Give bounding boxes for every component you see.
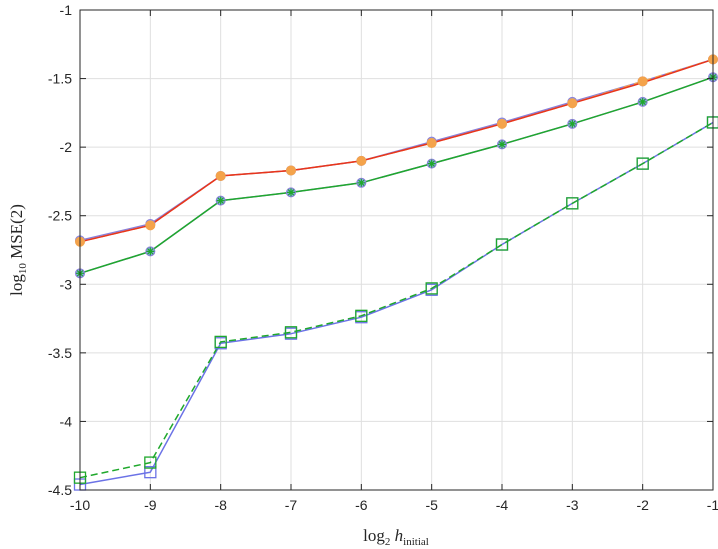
data-point-circle	[426, 138, 437, 149]
y-tick-label: -4.5	[48, 482, 72, 498]
x-tick-label: -3	[566, 497, 579, 513]
data-point-circle	[286, 165, 296, 176]
y-axis-label: log10 MSE(2)	[7, 204, 29, 296]
x-tick-label: -2	[636, 497, 649, 513]
y-tick-label: -1.5	[48, 71, 72, 87]
plot-frame	[79, 9, 714, 491]
series-group	[79, 58, 714, 486]
data-point-star	[638, 97, 647, 106]
x-tick-label: -1	[707, 497, 718, 513]
data-point-star	[216, 196, 225, 205]
y-tick-label: -3.5	[48, 345, 72, 361]
data-point-square	[284, 326, 298, 339]
plot-background	[80, 10, 713, 490]
data-point-star	[427, 159, 436, 168]
series-line-6	[79, 121, 714, 486]
x-axis-label: log2 hinitial	[363, 526, 429, 548]
x-axis-label-sub1: 2	[385, 536, 391, 548]
data-point-square	[566, 197, 579, 210]
data-point-square	[495, 238, 509, 251]
data-point-star	[146, 247, 155, 256]
markers-group	[73, 54, 718, 491]
data-point-square	[636, 157, 649, 170]
y-ticks: -4.5 -4 -3.5 -3 -2.5 -2 -1.5 -1	[48, 2, 713, 498]
data-point-circle	[145, 220, 156, 231]
y-tick-label: -1	[60, 2, 73, 18]
x-axis-label-base: log	[363, 526, 385, 545]
y-tick-label: -3	[60, 276, 73, 292]
data-point-circle	[215, 170, 226, 181]
x-tick-label: -8	[214, 497, 227, 513]
x-tick-label: -5	[425, 497, 438, 513]
y-tick-label: -4	[60, 413, 73, 429]
data-point-circle	[356, 155, 367, 166]
data-point-star	[568, 119, 577, 128]
data-point-square	[355, 309, 368, 322]
data-point-star	[287, 188, 295, 197]
x-tick-label: -4	[496, 497, 509, 513]
series-line-5	[79, 76, 714, 275]
data-point-star	[357, 178, 366, 187]
data-point-star	[498, 140, 506, 149]
y-tick-label: -2	[60, 139, 73, 155]
data-point-circle	[567, 98, 578, 109]
y-axis-label-base: log	[7, 274, 26, 296]
x-tick-label: -6	[355, 497, 368, 513]
data-point-square	[144, 456, 157, 469]
x-tick-label: -10	[70, 497, 90, 513]
data-point-square	[425, 282, 438, 295]
x-axis-label-mid: h	[390, 526, 403, 545]
data-point-square	[144, 466, 157, 479]
y-axis-label-sub1: 10	[17, 263, 29, 275]
series-line-3	[79, 58, 714, 243]
data-point-circle	[497, 118, 507, 129]
y-axis-label-rest: MSE(2)	[7, 204, 26, 263]
y-tick-label: -2.5	[48, 208, 72, 224]
x-ticks: -10 -9 -8 -7 -6 -5 -4 -3 -2 -1	[70, 10, 718, 513]
x-tick-label: -7	[285, 497, 298, 513]
data-point-square	[214, 335, 227, 349]
x-axis-label-sub2: initial	[403, 536, 429, 548]
data-point-circle	[637, 76, 648, 87]
x-tick-label: -9	[144, 497, 157, 513]
